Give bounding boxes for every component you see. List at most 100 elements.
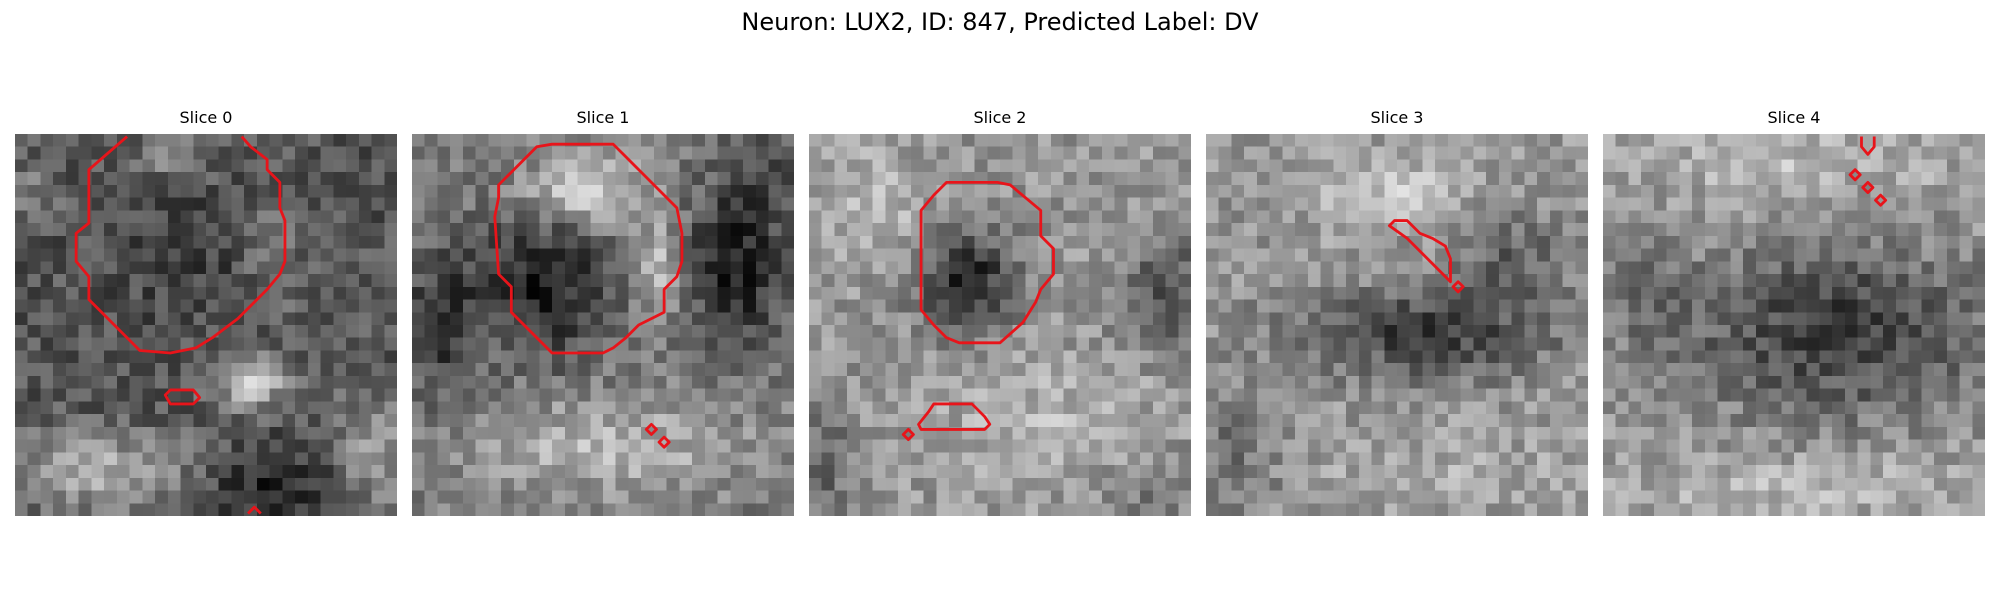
pixel — [1934, 172, 1948, 186]
pixel — [1076, 261, 1090, 275]
pixel — [180, 274, 194, 288]
pixel — [475, 388, 489, 402]
pixel — [1244, 490, 1258, 504]
pixel — [1768, 172, 1782, 186]
pixel — [1692, 363, 1706, 377]
pixel — [346, 337, 360, 351]
pixel — [129, 134, 143, 147]
pixel — [462, 477, 476, 491]
pixel — [1959, 490, 1973, 504]
pixel — [936, 159, 950, 173]
pixel — [1666, 248, 1680, 262]
pixel — [167, 325, 181, 338]
pixel — [1666, 210, 1680, 224]
pixel — [155, 426, 169, 440]
pixel — [104, 490, 118, 504]
pixel — [320, 375, 334, 389]
pixel — [809, 388, 822, 402]
pixel — [1730, 159, 1744, 173]
pixel — [488, 401, 502, 415]
pixel — [1358, 375, 1372, 389]
pixel — [1384, 363, 1398, 377]
pixel — [346, 223, 360, 237]
pixel — [1178, 159, 1191, 173]
pixel — [475, 223, 489, 237]
pixel — [513, 337, 527, 351]
pixel — [1231, 477, 1245, 491]
pixel — [526, 375, 540, 389]
pixel — [1781, 197, 1795, 211]
pixel — [371, 439, 385, 453]
pixel — [1473, 414, 1487, 428]
pixel — [1231, 452, 1245, 466]
pixel — [1883, 363, 1897, 377]
pixel — [1206, 184, 1219, 198]
pixel — [1333, 197, 1347, 211]
pixel — [1320, 375, 1334, 389]
pixel — [1641, 248, 1655, 262]
pixel — [1524, 426, 1538, 440]
pixel — [1883, 388, 1897, 402]
pixel — [974, 337, 988, 351]
pixel — [1114, 312, 1128, 326]
pixel — [475, 235, 489, 249]
pixel — [1256, 363, 1270, 377]
pixel — [847, 337, 861, 351]
pixel — [27, 146, 41, 160]
pixel — [1206, 210, 1219, 224]
pixel — [1717, 337, 1731, 351]
pixel — [949, 439, 963, 453]
pixel — [885, 414, 899, 428]
pixel — [552, 465, 566, 479]
pixel — [910, 477, 924, 491]
pixel — [1755, 146, 1769, 160]
pixel — [1524, 197, 1538, 211]
pixel — [193, 452, 207, 466]
pixel — [1794, 490, 1807, 504]
pixel — [1524, 172, 1538, 186]
pixel — [412, 414, 425, 428]
pixel — [1806, 286, 1820, 300]
pixel — [847, 159, 861, 173]
pixel — [180, 197, 194, 211]
pixel — [1320, 134, 1334, 147]
pixel — [1946, 299, 1960, 313]
pixel — [1883, 159, 1897, 173]
pixel — [1857, 465, 1871, 479]
pixel — [603, 197, 616, 211]
pixel — [1231, 159, 1245, 173]
pixel — [1152, 248, 1166, 262]
pixel — [1692, 261, 1706, 275]
pixel — [27, 172, 41, 186]
pixel — [1653, 375, 1667, 389]
pixel — [91, 134, 105, 147]
pixel — [923, 146, 937, 160]
pixel — [1959, 299, 1973, 313]
pixel — [809, 439, 822, 453]
pixel — [641, 363, 655, 377]
pixel — [1679, 172, 1693, 186]
pixel — [1692, 490, 1706, 504]
pixel — [1870, 325, 1884, 338]
pixel — [615, 235, 629, 249]
pixel — [78, 350, 92, 364]
pixel — [142, 350, 156, 364]
pixel — [513, 350, 527, 364]
pixel — [1000, 439, 1013, 453]
pixel — [577, 439, 591, 453]
pixel — [1000, 172, 1013, 186]
pixel — [1615, 235, 1629, 249]
pixel — [666, 172, 680, 186]
pixel — [53, 363, 67, 377]
pixel — [282, 325, 296, 338]
pixel — [692, 134, 706, 147]
pixel — [1806, 159, 1820, 173]
pixel — [180, 503, 194, 516]
pixel — [1307, 465, 1321, 479]
pixel — [834, 223, 848, 237]
pixel — [1653, 299, 1667, 313]
pixel — [1269, 350, 1283, 364]
pixel — [1473, 197, 1487, 211]
pixel — [1628, 452, 1642, 466]
pixel — [1603, 350, 1616, 364]
